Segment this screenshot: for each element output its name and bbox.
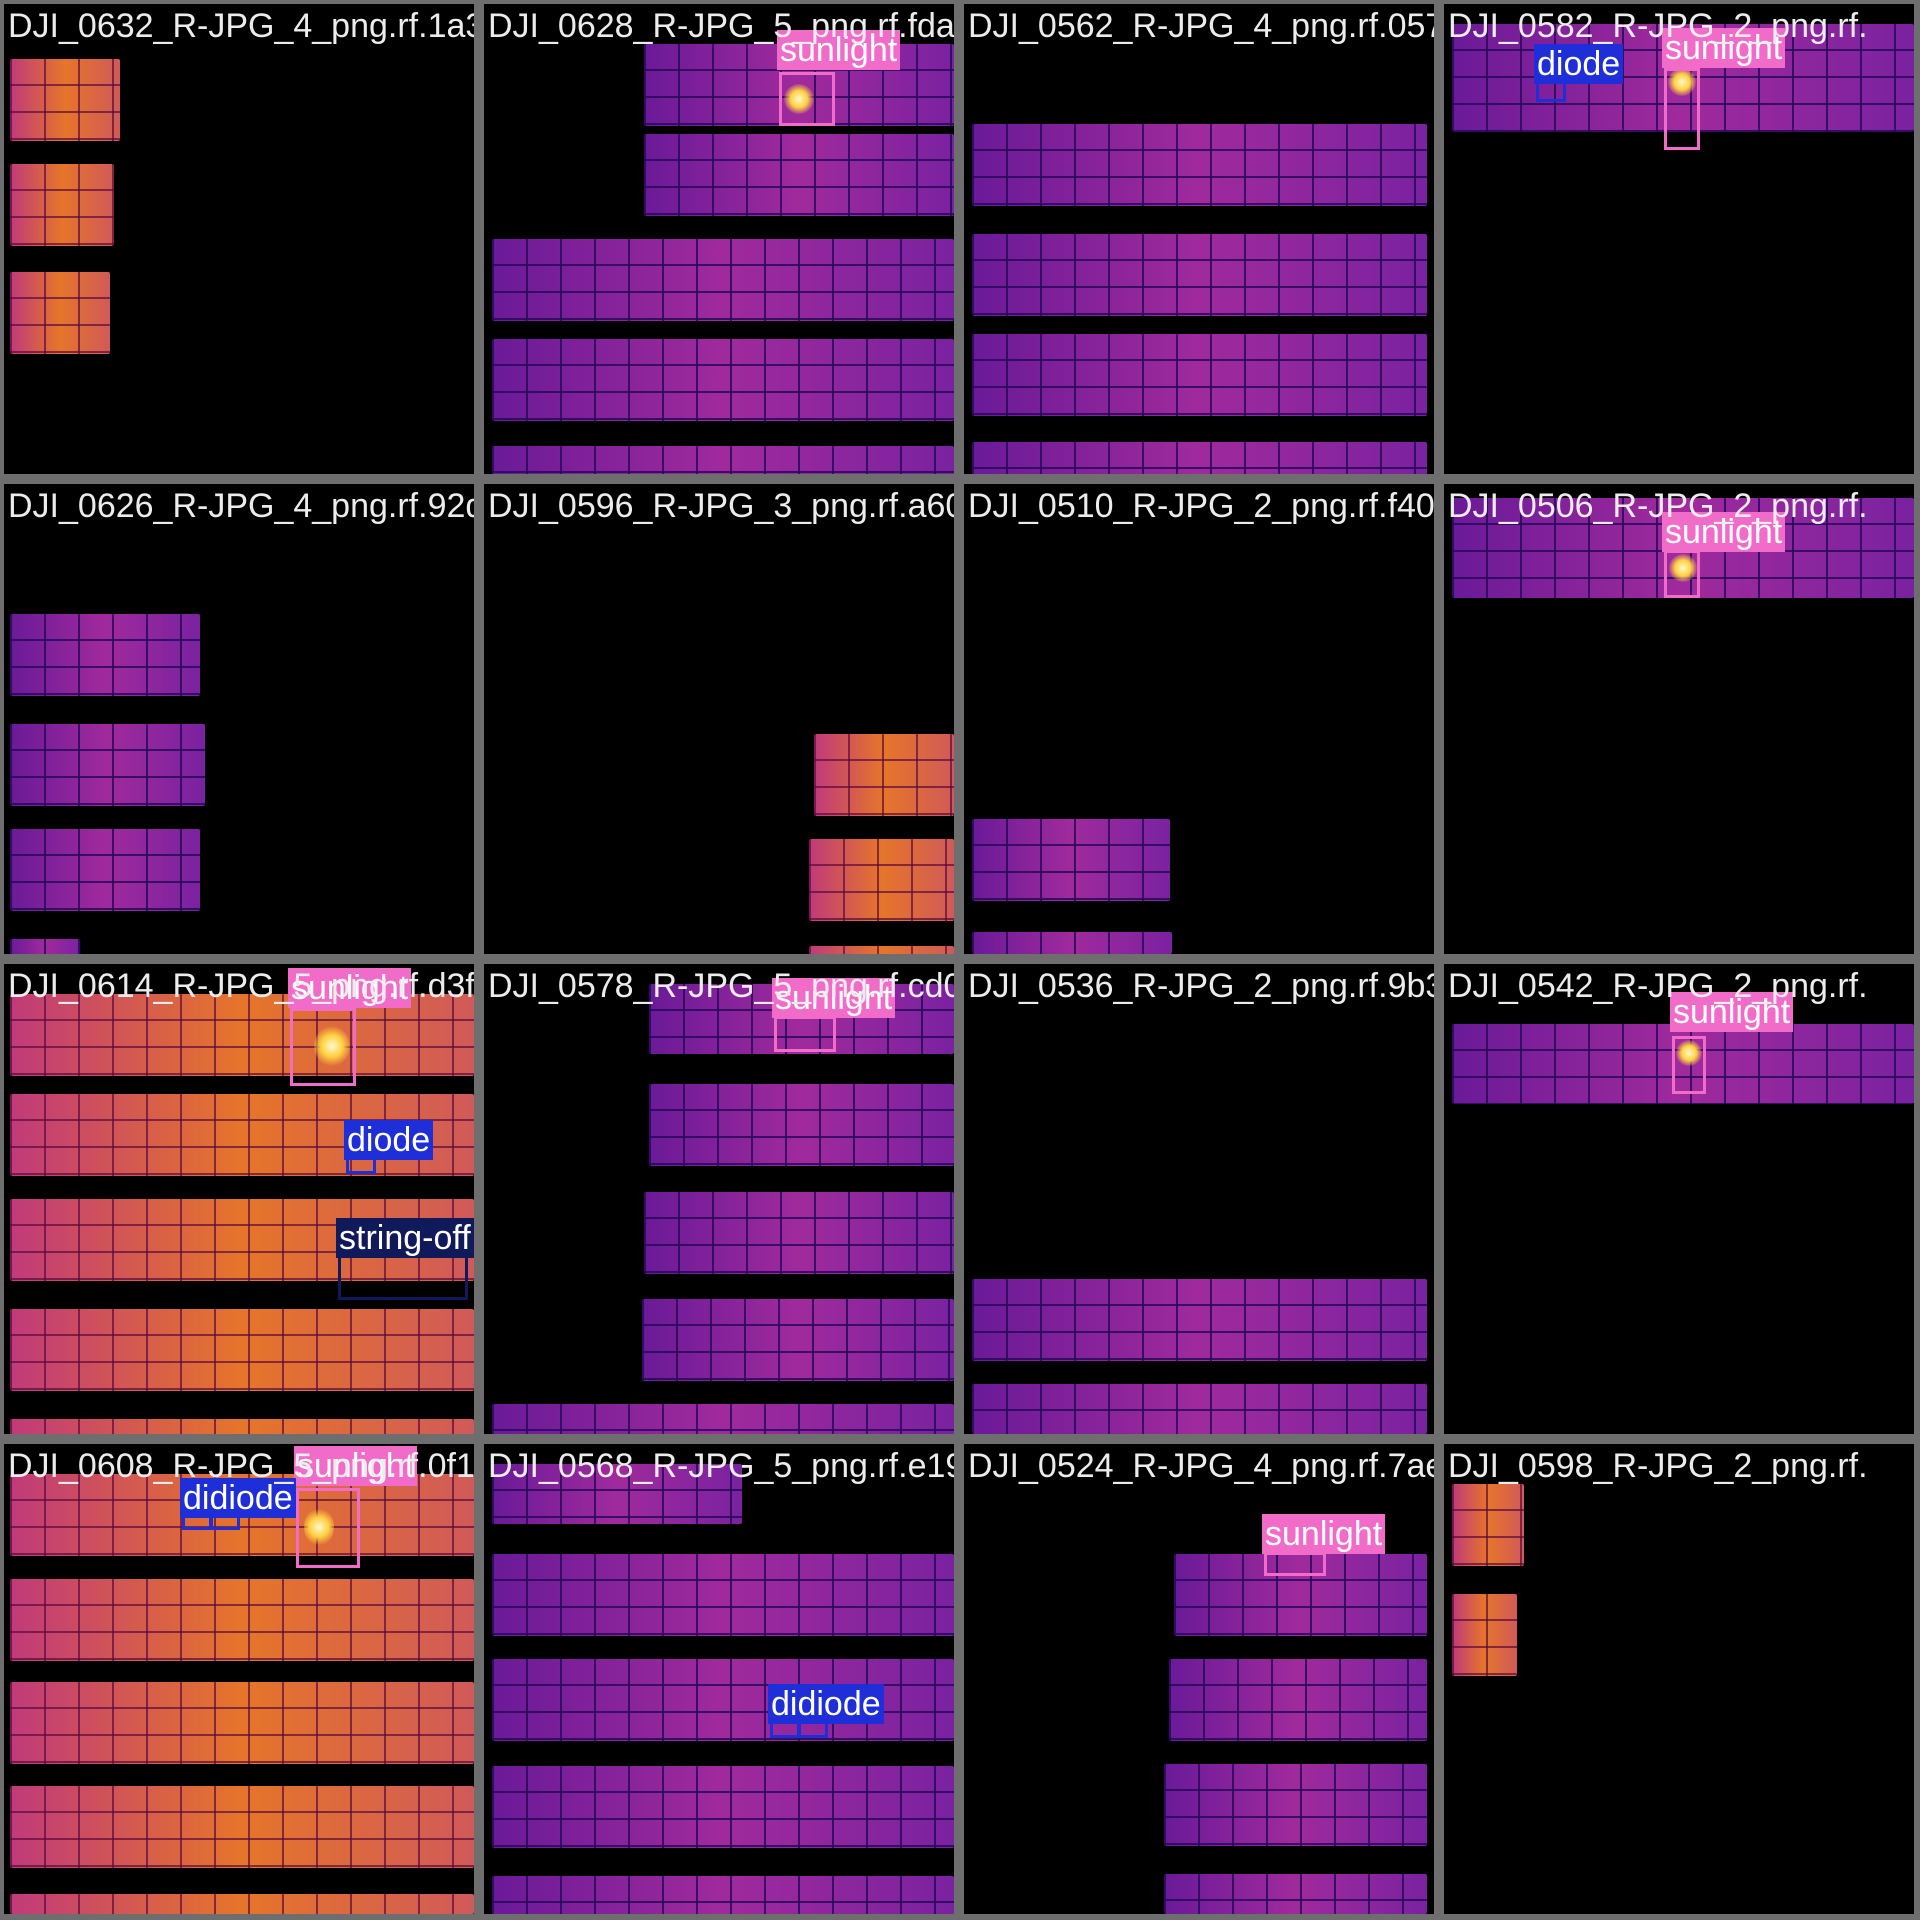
tile-13[interactable]: sunlight didiode DJI_0608_R-JPG_5_png.rf… <box>4 1444 474 1914</box>
tile-1[interactable]: DJI_0632_R-JPG_4_png.rf.1a3658e50685 <box>4 4 474 474</box>
solar-panel-row <box>492 1554 954 1636</box>
hotspot <box>1676 1040 1702 1066</box>
solar-panel-row <box>972 124 1427 206</box>
tile-title: DJI_0626_R-JPG_4_png.rf.92d4758b6f7ef4 <box>8 487 474 525</box>
solar-panel-row <box>649 1084 954 1166</box>
solar-panel-row <box>972 1279 1427 1361</box>
solar-panel-row <box>642 1299 954 1381</box>
tile-11[interactable]: DJI_0536_R-JPG_2_png.rf.9b32e02a69d4c7 <box>964 964 1434 1434</box>
solar-panel-row <box>492 339 954 421</box>
tile-14[interactable]: didiode DJI_0568_R-JPG_5_png.rf.e19052a3… <box>484 1444 954 1914</box>
solar-panel-row <box>972 234 1427 316</box>
solar-panel-row <box>972 334 1427 416</box>
bbox-label: didiode <box>180 1478 296 1518</box>
solar-panel-row <box>10 724 205 806</box>
solar-panel-row <box>492 1766 954 1848</box>
solar-panel-row <box>10 1419 474 1434</box>
bbox-label: sunlight <box>1662 28 1786 68</box>
solar-panel-row <box>972 442 1427 474</box>
solar-panel-row <box>492 1659 954 1741</box>
solar-panel-row <box>10 59 120 141</box>
tile-16[interactable]: DJI_0598_R-JPG_2_png.rf. <box>1444 1444 1914 1914</box>
tile-8[interactable]: sunlight DJI_0506_R-JPG_2_png.rf. <box>1444 484 1914 954</box>
bbox-sunlight <box>1672 1036 1706 1094</box>
bbox-sunlight <box>774 1016 836 1052</box>
hotspot <box>784 84 814 114</box>
solar-panel-row <box>10 939 80 954</box>
hotspot <box>1669 554 1697 582</box>
tile-title: DJI_0524_R-JPG_4_png.rf.7ae1a0f528ae1e <box>968 1447 1434 1485</box>
bbox-sunlight <box>1264 1552 1326 1576</box>
tile-5[interactable]: DJI_0626_R-JPG_4_png.rf.92d4758b6f7ef4 <box>4 484 474 954</box>
bbox-sunlight <box>290 1008 356 1086</box>
tile-2[interactable]: sunlight DJI_0628_R-JPG_5_png.rf.fdac2eb… <box>484 4 954 474</box>
bbox-label: diode <box>344 1120 434 1160</box>
bbox-label: sunlight <box>288 968 412 1008</box>
tile-7[interactable]: DJI_0510_R-JPG_2_png.rf.f4050207de1c5c <box>964 484 1434 954</box>
solar-panel-row <box>1164 1764 1427 1846</box>
hotspot <box>304 1508 334 1546</box>
bbox-label: sunlight <box>772 978 896 1018</box>
bbox-label: didiode <box>768 1684 884 1724</box>
solar-panel-row <box>10 614 200 696</box>
bbox-label: sunlight <box>1262 1514 1386 1554</box>
bbox-label: sunlight <box>294 1446 418 1486</box>
solar-panel-row <box>972 932 1172 954</box>
solar-panel-row <box>10 272 110 354</box>
tile-title: DJI_0510_R-JPG_2_png.rf.f4050207de1c5c <box>968 487 1434 525</box>
tile-4[interactable]: diode sunlight DJI_0582_R-JPG_2_png.rf. <box>1444 4 1914 474</box>
solar-panel-row <box>10 829 200 911</box>
solar-panel-row <box>10 1894 474 1914</box>
solar-panel-row <box>10 1682 474 1764</box>
bbox-string-off <box>338 1254 468 1300</box>
solar-panel-row <box>814 734 954 816</box>
solar-panel-row <box>492 239 954 321</box>
bbox-label: sunlight <box>777 30 901 70</box>
hotspot <box>314 1026 350 1066</box>
solar-panel-row <box>972 1384 1427 1434</box>
solar-panel-row <box>644 134 954 216</box>
tile-title: DJI_0562_R-JPG_4_png.rf.057a72398a8e72 <box>968 7 1434 45</box>
solar-panel-row <box>1164 1874 1427 1914</box>
hotspot <box>1668 68 1696 96</box>
tile-6[interactable]: DJI_0596_R-JPG_3_png.rf.a60b2f46c75b5f <box>484 484 954 954</box>
bbox-label: diode <box>1534 44 1624 84</box>
tile-title: DJI_0598_R-JPG_2_png.rf. <box>1448 1447 1868 1485</box>
solar-panel-row <box>10 1579 474 1661</box>
tile-title: DJI_0536_R-JPG_2_png.rf.9b32e02a69d4c7 <box>968 967 1434 1005</box>
solar-panel-row <box>1169 1659 1427 1741</box>
tile-title: DJI_0632_R-JPG_4_png.rf.1a3658e50685 <box>8 7 474 45</box>
solar-panel-row <box>1174 1554 1427 1636</box>
bbox-sunlight <box>1664 68 1700 150</box>
bbox-label: sunlight <box>1662 512 1786 552</box>
solar-panel-row <box>492 1464 742 1524</box>
tile-12[interactable]: sunlight DJI_0542_R-JPG_2_png.rf. <box>1444 964 1914 1434</box>
solar-panel-row <box>1452 1594 1517 1676</box>
bbox-sunlight <box>296 1488 360 1568</box>
solar-panel-row <box>809 946 954 954</box>
solar-panel-row <box>10 1309 474 1391</box>
tile-15[interactable]: sunlight DJI_0524_R-JPG_4_png.rf.7ae1a0f… <box>964 1444 1434 1914</box>
solar-panel-row <box>492 1404 954 1434</box>
solar-panel-row <box>644 1192 954 1274</box>
tile-9[interactable]: sunlight diode string-off DJI_0614_R-JPG… <box>4 964 474 1434</box>
solar-panel-row <box>492 446 954 474</box>
bbox-label: string-off <box>336 1218 474 1258</box>
tile-title: DJI_0542_R-JPG_2_png.rf. <box>1448 967 1868 1005</box>
bbox-sunlight <box>779 72 835 126</box>
tile-10[interactable]: sunlight DJI_0578_R-JPG_5_png.rf.cd0b35f… <box>484 964 954 1434</box>
solar-panel-row <box>972 819 1170 901</box>
tile-3[interactable]: DJI_0562_R-JPG_4_png.rf.057a72398a8e72 <box>964 4 1434 474</box>
solar-panel-row <box>10 164 114 246</box>
solar-panel-row <box>809 839 954 921</box>
bbox-label: sunlight <box>1670 992 1794 1032</box>
tile-title: DJI_0596_R-JPG_3_png.rf.a60b2f46c75b5f <box>488 487 954 525</box>
solar-panel-row <box>1452 1484 1524 1566</box>
solar-panel-row <box>10 1786 474 1868</box>
solar-panel-row <box>492 1876 954 1914</box>
bbox-sunlight <box>1664 550 1700 598</box>
